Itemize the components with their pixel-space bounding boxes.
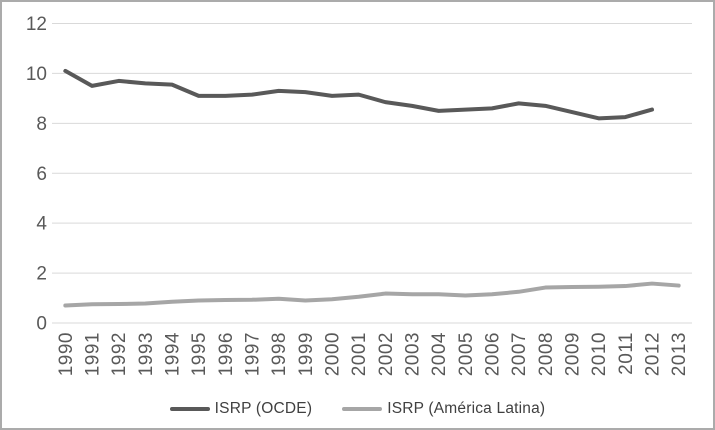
x-tick-label-2006: 2006 [483,332,504,376]
x-tick-label-2005: 2005 [456,332,477,376]
y-tick-label-4: 4 [36,214,47,235]
legend-swatch-america-latina-line [342,407,383,411]
legend-item-isrp-ocde: ISRP (OCDE) [169,400,313,418]
x-tick-label-2001: 2001 [349,332,370,376]
x-tick-label-1994: 1994 [163,332,184,376]
y-tick-label-0: 0 [36,314,47,335]
x-tick-label-2012: 2012 [643,332,664,376]
x-tick-label-1997: 1997 [243,332,264,376]
legend: ISRP (OCDE) ISRP (América Latina) [2,400,713,418]
plot-area: 0 2 4 6 8 10 12 1990 1991 1992 1993 1994 1995 1996 199… [26,14,692,376]
x-tick-label-2008: 2008 [536,332,557,376]
series-line-isrp-america-latina [63,281,681,308]
x-tick-label-1995: 1995 [189,332,210,376]
series-line-isrp-ocde [63,68,654,121]
x-tick-label-1990: 1990 [56,332,77,376]
legend-label-isrp-ocde: ISRP (OCDE) [214,400,313,417]
y-tick-label-2: 2 [36,264,47,285]
x-tick-label-1992: 1992 [109,332,130,376]
x-tick-label-2007: 2007 [509,332,530,376]
x-tick-label-2000: 2000 [323,332,344,376]
legend-label-isrp-america-latina: ISRP (América Latina) [387,400,546,417]
x-tick-label-2009: 2009 [563,332,584,376]
y-tick-label-8: 8 [36,114,47,135]
x-tick-label-1996: 1996 [216,332,237,376]
x-tick-label-1991: 1991 [83,332,104,376]
x-tick-label-1998: 1998 [269,332,290,376]
y-tick-label-10: 10 [26,64,47,85]
x-tick-label-2003: 2003 [403,332,424,376]
x-tick-label-2011: 2011 [616,332,637,375]
legend-swatch-ocde-line [169,407,210,411]
legend-item-isrp-america-latina: ISRP (América Latina) [342,400,545,418]
x-tick-label-2013: 2013 [669,332,690,376]
x-tick-label-2002: 2002 [376,332,397,376]
x-tick-label-2004: 2004 [429,332,450,376]
y-tick-label-12: 12 [26,14,47,35]
x-tick-label-1999: 1999 [296,332,317,376]
y-tick-label-6: 6 [36,164,47,185]
x-tick-label-1993: 1993 [136,332,157,376]
x-tick-label-2010: 2010 [589,332,610,376]
